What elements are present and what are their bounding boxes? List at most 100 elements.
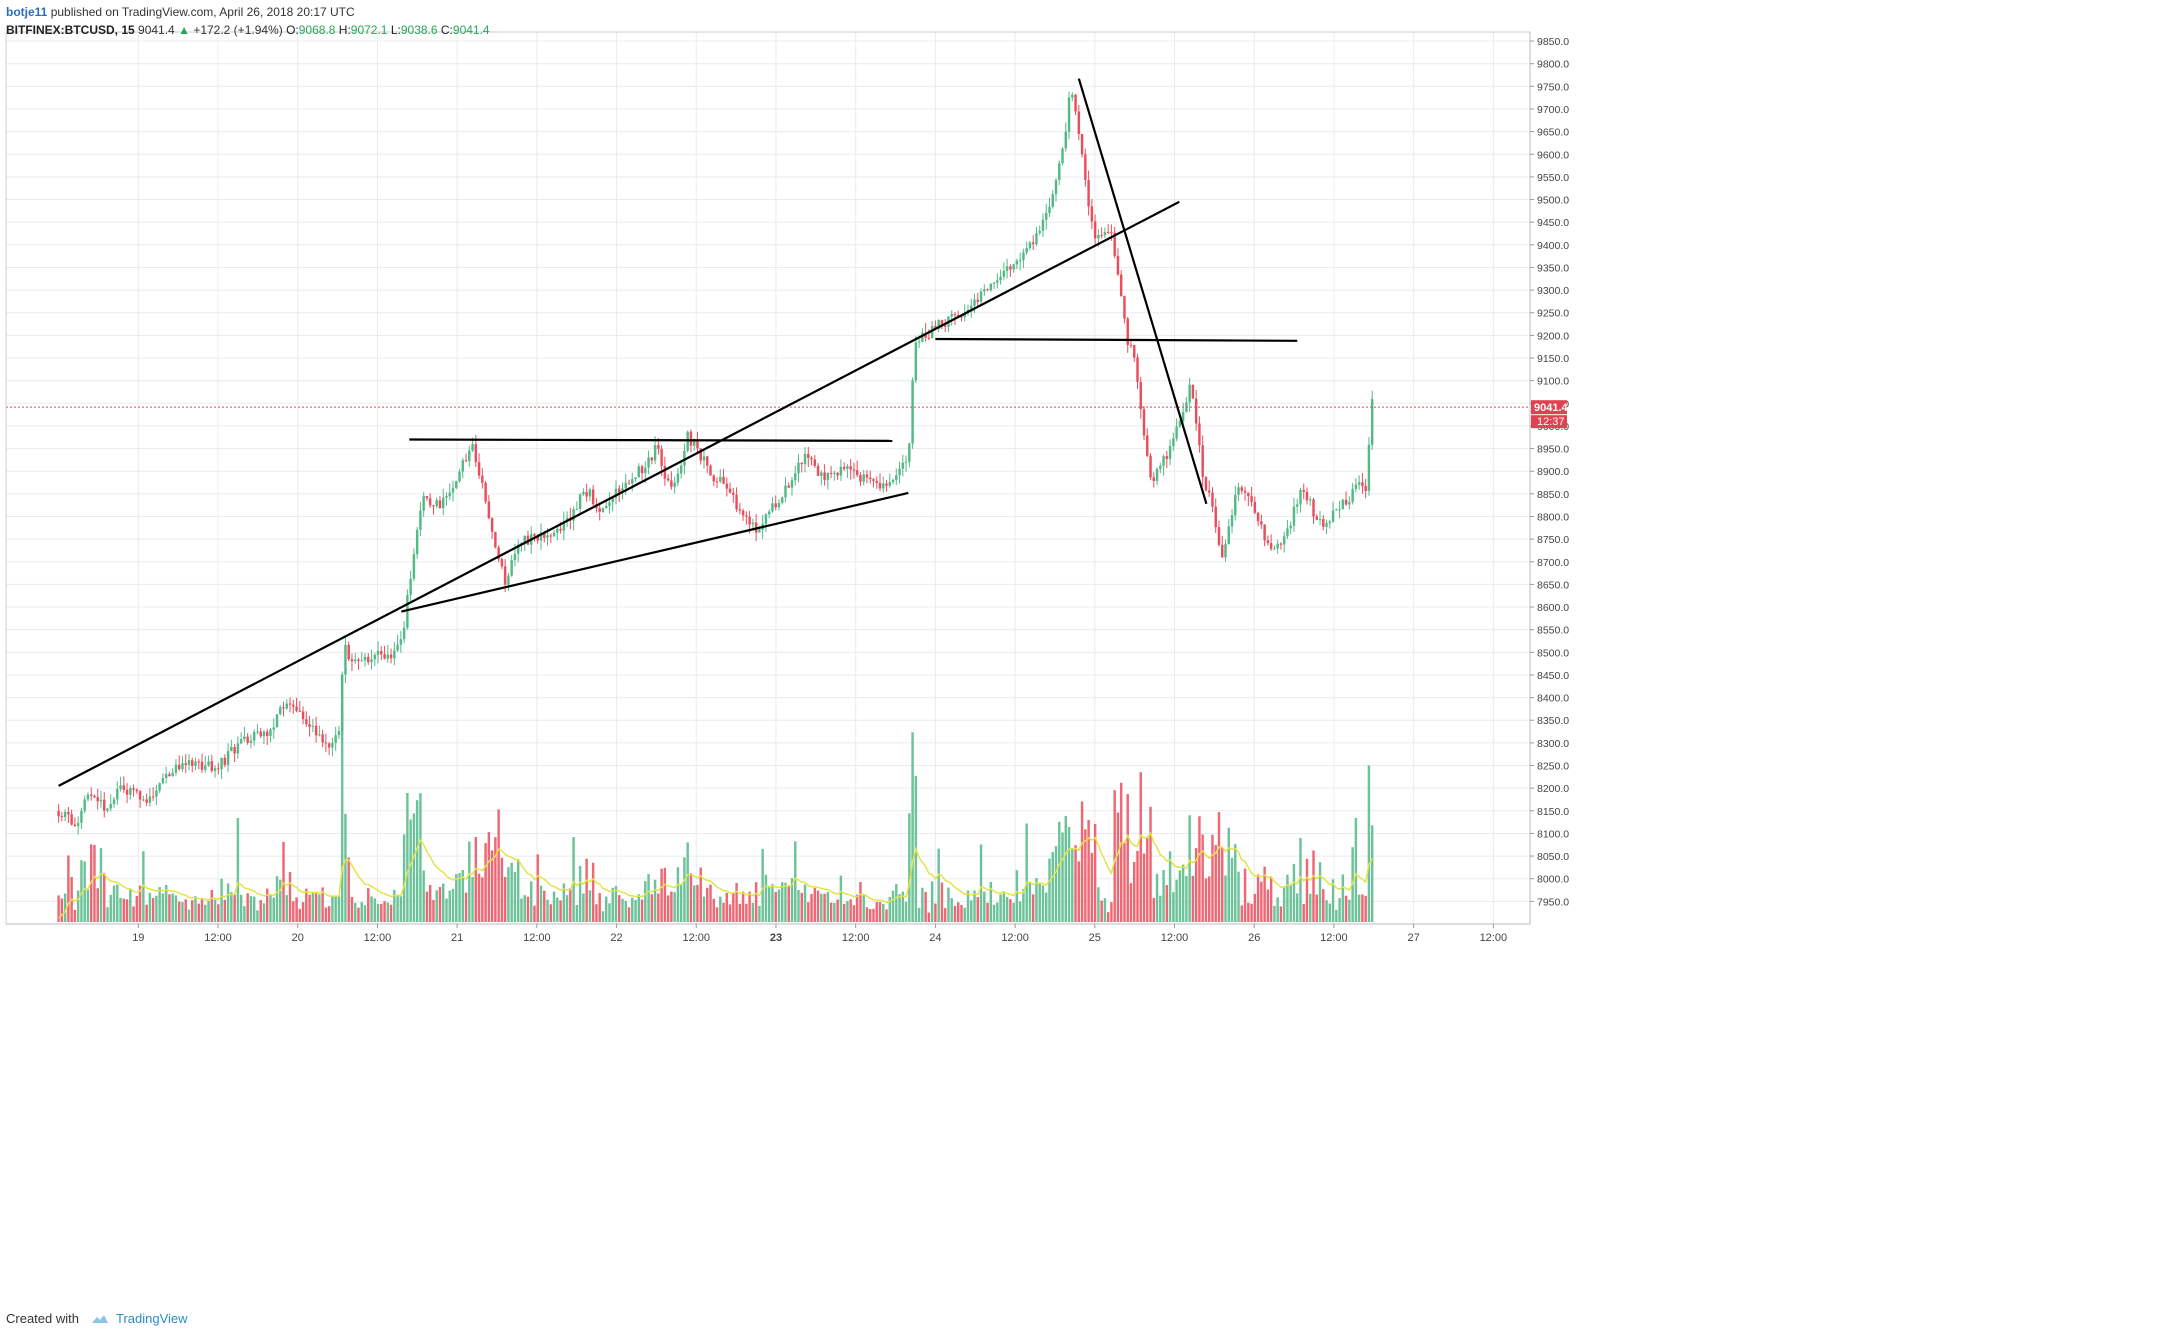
volume-bar — [1302, 904, 1305, 922]
volume-bar — [1155, 873, 1159, 922]
volume-bar — [1028, 882, 1032, 922]
candle-body — [1227, 526, 1230, 545]
candle-body — [588, 489, 592, 497]
volume-bar — [585, 858, 588, 922]
volume-bar — [715, 907, 719, 922]
candle-body — [106, 808, 109, 811]
plot-area-border — [5, 31, 1531, 925]
volume-bar — [650, 894, 654, 922]
candle-body — [122, 785, 126, 790]
candle-body — [63, 812, 67, 818]
candle-body — [308, 724, 311, 727]
volume-bar — [265, 888, 269, 922]
volume-bar — [872, 908, 875, 922]
price-tick-label: 8900.0 — [1537, 466, 1569, 478]
volume-bar — [627, 907, 631, 922]
volume-bar — [318, 894, 321, 922]
candle-body — [611, 497, 614, 503]
price-tick-label: 8300.0 — [1537, 738, 1569, 750]
volume-bar — [57, 895, 60, 922]
volume-bar — [761, 848, 764, 922]
candle-body — [347, 644, 350, 660]
volume-bar — [728, 904, 732, 922]
candle-body — [983, 289, 986, 292]
candle-body — [1142, 409, 1146, 436]
candle-body — [1191, 384, 1195, 399]
candle-body — [578, 494, 582, 509]
candle-body — [1146, 435, 1149, 456]
candle-body — [1325, 523, 1328, 527]
candle-body — [1335, 509, 1338, 511]
volume-bar — [885, 909, 888, 922]
volume-bar — [252, 896, 256, 922]
candle-body — [1354, 484, 1358, 489]
volume-bar — [1328, 903, 1332, 922]
last-price-badge-bg — [1531, 400, 1567, 415]
volume-bar — [846, 901, 849, 922]
candle-body — [1123, 295, 1126, 319]
volume-bar — [1185, 875, 1188, 922]
volume-bar — [1344, 895, 1348, 922]
volume-bar — [526, 896, 530, 922]
volume-bar — [76, 890, 80, 922]
volume-bar — [1152, 897, 1156, 922]
candle-body — [565, 517, 569, 522]
candle-body — [1181, 411, 1185, 422]
candle-body — [572, 509, 575, 521]
price-tick-label: 9850.0 — [1537, 36, 1569, 48]
candle-body — [135, 789, 139, 792]
volume-bar — [1188, 815, 1191, 922]
candle-body — [970, 305, 973, 310]
volume-bar — [777, 889, 781, 922]
volume-bar — [1113, 790, 1116, 922]
price-tick-label: 9700.0 — [1537, 104, 1569, 116]
trendlines[interactable] — [58, 78, 1298, 787]
candle-body — [1198, 423, 1201, 446]
time-axis[interactable]: 19 12:00 20 12:00 21 12:00 22 12:00 23 12:00 24 12:… — [6, 923, 1530, 944]
candle-body — [732, 492, 735, 495]
candle-body — [598, 508, 601, 512]
volume-bar — [849, 899, 852, 922]
candle-body — [604, 506, 608, 509]
volume-bar — [376, 903, 380, 922]
volume-bar — [745, 903, 748, 922]
volume-bar — [445, 898, 448, 922]
volume-bar — [1084, 829, 1087, 922]
volume-bar — [976, 897, 980, 922]
volume-bar — [1061, 832, 1064, 922]
volume-bar — [285, 895, 288, 922]
volume-bar — [1097, 887, 1100, 922]
volume-bar — [1191, 875, 1195, 922]
volume-bar — [1315, 894, 1318, 922]
candle-body — [200, 761, 204, 770]
volume-bar — [908, 813, 911, 922]
candle-body — [129, 788, 132, 795]
tradingview-link[interactable]: TradingView — [116, 1311, 188, 1326]
volume-bar — [859, 882, 862, 922]
candle-body — [217, 768, 220, 770]
candle-body — [70, 814, 73, 825]
volume-bar — [696, 884, 699, 922]
candle-body — [1087, 180, 1090, 207]
time-tick-label: 24 — [929, 932, 941, 944]
symbol-label[interactable]: BITFINEX:BTCUSD, 15 — [6, 23, 135, 37]
author-link[interactable]: botje11 — [6, 5, 48, 19]
price-axis[interactable]: 9850.0 9800.0 9750.0 9700.0 9650.0 9600.0 9550… — [1529, 32, 1569, 924]
time-tick-label: 25 — [1089, 932, 1101, 944]
candle-body — [1058, 163, 1061, 181]
candle-body — [660, 448, 663, 467]
price-tick-label: 8800.0 — [1537, 511, 1569, 523]
volume-bar — [712, 898, 715, 922]
candle-body — [1054, 180, 1058, 195]
candle-body — [1279, 543, 1283, 545]
volume-bar — [207, 900, 210, 922]
candle-body — [226, 751, 230, 765]
candle-body — [500, 559, 504, 567]
trendline — [401, 491, 909, 613]
volume-bar — [481, 877, 484, 922]
volume-bar — [106, 907, 109, 922]
volume-bar — [1149, 806, 1152, 922]
volume-bar — [624, 900, 627, 922]
volume-bar — [262, 903, 266, 922]
